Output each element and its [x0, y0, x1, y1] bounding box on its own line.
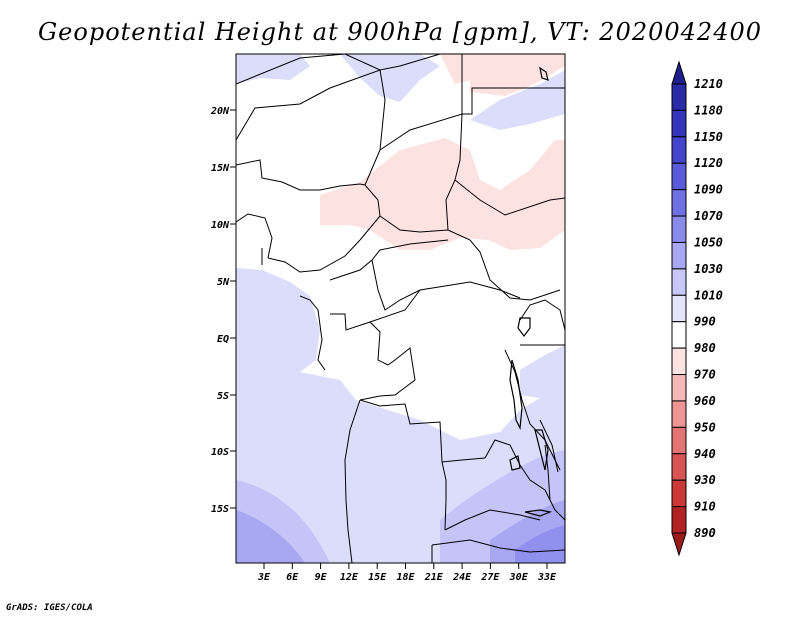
lake-victoria-outline — [517, 317, 531, 337]
colorbar-label: 960 — [694, 394, 716, 408]
colorbar-segment — [671, 321, 687, 349]
colorbar-label: 950 — [694, 420, 716, 434]
lat-tick-label: 5N — [217, 277, 230, 288]
colorbar-label: 890 — [694, 526, 716, 540]
colorbar: 1210 1180 1150 1120 1090 1070 1050 1030 1010 990 9… — [671, 60, 723, 557]
colorbar-segment — [671, 294, 687, 323]
colorbar-label: 910 — [694, 500, 716, 514]
colorbar-label: 1090 — [694, 183, 723, 197]
colorbar-label: 1210 — [694, 77, 723, 91]
darkest-blue-region — [515, 525, 565, 563]
colorbar-segment — [671, 241, 687, 270]
colorbar-label: 1050 — [694, 235, 723, 249]
colorbar-segment — [671, 83, 687, 111]
lon-tick-label: 33E — [537, 572, 557, 583]
map-title: Geopotential Height at 900hPa [gpm], VT:… — [38, 18, 762, 46]
colorbar-label: 940 — [694, 447, 716, 461]
lat-tick-label: 10S — [211, 447, 229, 458]
lon-tick-label: 24E — [452, 572, 472, 583]
lon-tick-label: 18E — [396, 572, 415, 583]
colorbar-segment — [671, 506, 687, 534]
colorbar-segment — [671, 374, 687, 402]
lon-tick-label: 3E — [257, 572, 271, 583]
lake-cahora-bassa-outline — [524, 509, 553, 517]
lat-tick-label: 20N — [210, 106, 230, 117]
east-blue-patch — [520, 345, 565, 398]
lake-malawi-outline — [534, 429, 549, 471]
colorbar-label: 1010 — [694, 288, 723, 302]
colorbar-label: 1180 — [694, 103, 723, 117]
colorbar-segment — [671, 426, 687, 455]
colorbar-segment — [671, 136, 687, 164]
lat-tick-label: 10N — [211, 220, 230, 231]
north-blue-patch-2 — [340, 54, 440, 102]
lake-kariba-outline — [509, 455, 521, 471]
lon-tick-label: 21E — [424, 572, 444, 583]
lon-tick-label: 27E — [480, 572, 500, 583]
lat-tick-label: 5S — [217, 391, 229, 402]
grads-credit: GrADS: IGES/COLA — [6, 603, 93, 613]
lake-nasser-outline — [539, 66, 549, 81]
colorbar-label: 970 — [694, 368, 716, 382]
pink-patch-central — [320, 138, 565, 250]
colorbar-bottom-arrow — [671, 532, 687, 557]
lakes — [509, 66, 553, 517]
colorbar-segment — [671, 479, 687, 508]
lat-tick-label: 15S — [211, 504, 229, 515]
colorbar-segment — [671, 162, 687, 191]
colorbar-label: 1150 — [694, 130, 723, 144]
colorbar-segment — [671, 189, 687, 217]
lon-tick-label: 9E — [315, 572, 328, 583]
deep-blue-region — [236, 510, 305, 563]
colorbar-segment — [671, 400, 687, 428]
north-blue-patch-3 — [470, 70, 565, 130]
colorbar-label: 990 — [694, 315, 716, 329]
colorbar-label: 1030 — [694, 262, 723, 276]
colorbar-top-arrow — [671, 60, 687, 85]
lon-tick-label: 15E — [368, 572, 387, 583]
colorbar-label: 930 — [694, 473, 716, 487]
pink-patch-north — [440, 54, 475, 84]
map-frame — [235, 53, 566, 564]
latitude-axis: 20N 15N 10N 5N EQ 5S 10S 15S — [210, 106, 236, 515]
lon-tick-label: 6E — [286, 572, 299, 583]
colorbar-segment — [671, 109, 687, 138]
country-borders — [236, 54, 565, 563]
colorbar-label: 980 — [694, 341, 716, 355]
pink-patch-ne — [470, 54, 565, 96]
colorbar-label: 1070 — [694, 209, 723, 223]
colorbar-segment — [671, 268, 687, 296]
colorbar-label: 1120 — [694, 156, 723, 170]
lon-tick-label: 30E — [509, 572, 529, 583]
geopotential-field — [236, 54, 565, 563]
colorbar-segment — [671, 453, 687, 481]
colorbar-segment — [671, 347, 687, 376]
lon-tick-label: 12E — [340, 572, 359, 583]
lat-tick-label: EQ — [217, 334, 229, 345]
lake-tanganyika-outline — [509, 359, 523, 431]
lat-tick-label: 15N — [211, 163, 230, 174]
colorbar-segment — [671, 215, 687, 243]
longitude-axis: 3E 6E 9E 12E 15E 18E 21E 24E 27E 30E 33E — [257, 563, 557, 583]
